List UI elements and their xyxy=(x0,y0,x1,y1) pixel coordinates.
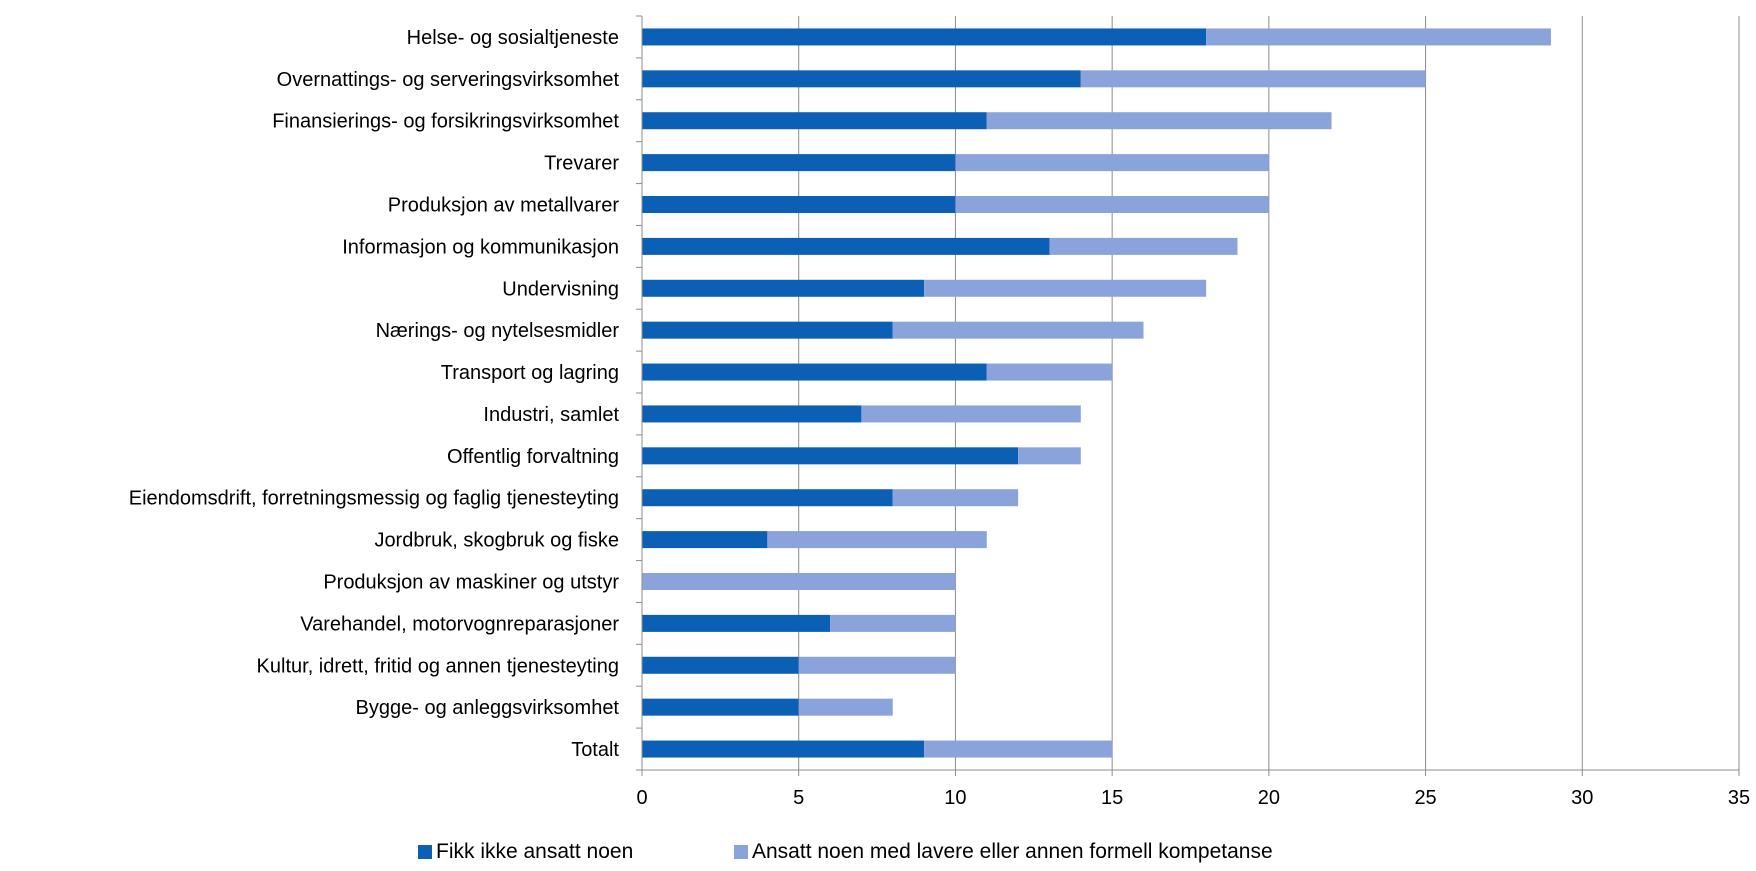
bar-segment-series-1 xyxy=(642,70,1081,88)
axes xyxy=(636,15,1740,776)
legend-swatch-series-1 xyxy=(418,845,432,859)
bar-segment-series-1 xyxy=(642,28,1207,46)
bar-segment-series-1 xyxy=(642,196,956,213)
stacked-bar-chart: Helse- og sosialtjeneste Overnattings- og… xyxy=(129,15,1750,809)
x-tick-label: 20 xyxy=(1258,787,1280,809)
legend-item-series-1: Fikk ikke ansatt noen xyxy=(418,840,633,864)
legend-item-series-2: Ansatt noen med lavere eller annen forme… xyxy=(734,840,1273,864)
bar-segment-series-2 xyxy=(892,321,1144,339)
category-label: Jordbruk, skogbruk og fiske xyxy=(374,530,619,552)
x-tick-label: 15 xyxy=(1101,787,1123,809)
bar-segment-series-1 xyxy=(642,656,799,674)
category-labels: Helse- og sosialtjeneste Overnattings- og… xyxy=(129,27,620,761)
bar-segment-series-1 xyxy=(642,321,893,339)
bar-segment-series-2 xyxy=(955,154,1269,172)
bar-segment-series-2 xyxy=(767,531,987,549)
category-label: Undervisning xyxy=(502,278,619,300)
bars xyxy=(642,28,1551,758)
category-label: Finansierings- og forsikringsvirksomhet xyxy=(272,111,619,133)
legend-swatch-series-2 xyxy=(734,845,748,859)
x-tick-label: 30 xyxy=(1571,787,1593,809)
bar-segment-series-2 xyxy=(1080,70,1426,88)
category-label: Overnattings- og serveringsvirksomhet xyxy=(277,69,620,91)
legend-label-series-2: Ansatt noen med lavere eller annen forme… xyxy=(752,840,1273,863)
bar-segment-series-1 xyxy=(642,531,768,549)
bar-segment-series-1 xyxy=(642,112,987,130)
category-label: Helse- og sosialtjeneste xyxy=(407,27,619,49)
bar-segment-series-2 xyxy=(892,489,1019,507)
bar-segment-series-1 xyxy=(642,154,956,172)
category-label: Eiendomsdrift, forretningsmessig og fagl… xyxy=(129,488,619,510)
category-label: Offentlig forvaltning xyxy=(447,446,619,468)
bar-segment-series-2 xyxy=(798,698,893,716)
bar-segment-series-1 xyxy=(642,237,1050,255)
bar-segment-series-2 xyxy=(986,363,1113,381)
bar-segment-series-2 xyxy=(830,614,956,632)
bar-segment-series-1 xyxy=(642,698,799,716)
bar-segment-series-2 xyxy=(924,740,1113,758)
legend: Fikk ikke ansatt noen Ansatt noen med la… xyxy=(0,833,1756,871)
x-tick-label: 35 xyxy=(1728,787,1750,809)
x-tick-label: 10 xyxy=(944,787,966,809)
category-label: Produksjon av maskiner og utstyr xyxy=(323,572,619,594)
bar-segment-series-2 xyxy=(955,196,1269,213)
bar-segment-series-1 xyxy=(642,405,862,423)
bar-segment-series-2 xyxy=(986,112,1332,130)
category-label: Kultur, idrett, fritid og annen tjeneste… xyxy=(257,655,619,677)
category-label: Produksjon av metallvarer xyxy=(388,195,620,217)
bar-segment-series-1 xyxy=(642,740,925,758)
category-label: Bygge- og anleggsvirksomhet xyxy=(356,697,620,719)
category-label: Totalt xyxy=(571,739,619,761)
gridlines xyxy=(798,16,1740,770)
category-label: Transport og lagring xyxy=(441,362,619,384)
bar-segment-series-1 xyxy=(642,489,893,507)
category-label: Varehandel, motorvognreparasjoner xyxy=(300,613,619,635)
category-label: Nærings- og nytelsesmidler xyxy=(376,320,620,342)
bar-segment-series-2 xyxy=(1018,447,1081,465)
bar-segment-series-2 xyxy=(924,279,1207,297)
category-label: Industri, samlet xyxy=(483,404,619,426)
x-tick-label: 25 xyxy=(1414,787,1436,809)
bar-segment-series-2 xyxy=(642,573,956,590)
bar-segment-series-1 xyxy=(642,447,1019,465)
bar-segment-series-2 xyxy=(1049,237,1238,255)
x-tick-labels: 0 5 10 15 20 25 30 35 xyxy=(636,787,1750,809)
category-label: Trevarer xyxy=(544,153,619,175)
legend-label-series-1: Fikk ikke ansatt noen xyxy=(436,840,634,863)
category-label: Informasjon og kommunikasjon xyxy=(342,236,619,258)
bar-segment-series-1 xyxy=(642,363,987,381)
x-tick-label: 5 xyxy=(793,787,804,809)
bar-segment-series-1 xyxy=(642,614,831,632)
x-tick-label: 0 xyxy=(636,787,647,809)
bar-segment-series-2 xyxy=(861,405,1081,423)
bar-segment-series-1 xyxy=(642,279,925,297)
bar-segment-series-2 xyxy=(1206,28,1551,46)
bar-segment-series-2 xyxy=(798,656,956,674)
